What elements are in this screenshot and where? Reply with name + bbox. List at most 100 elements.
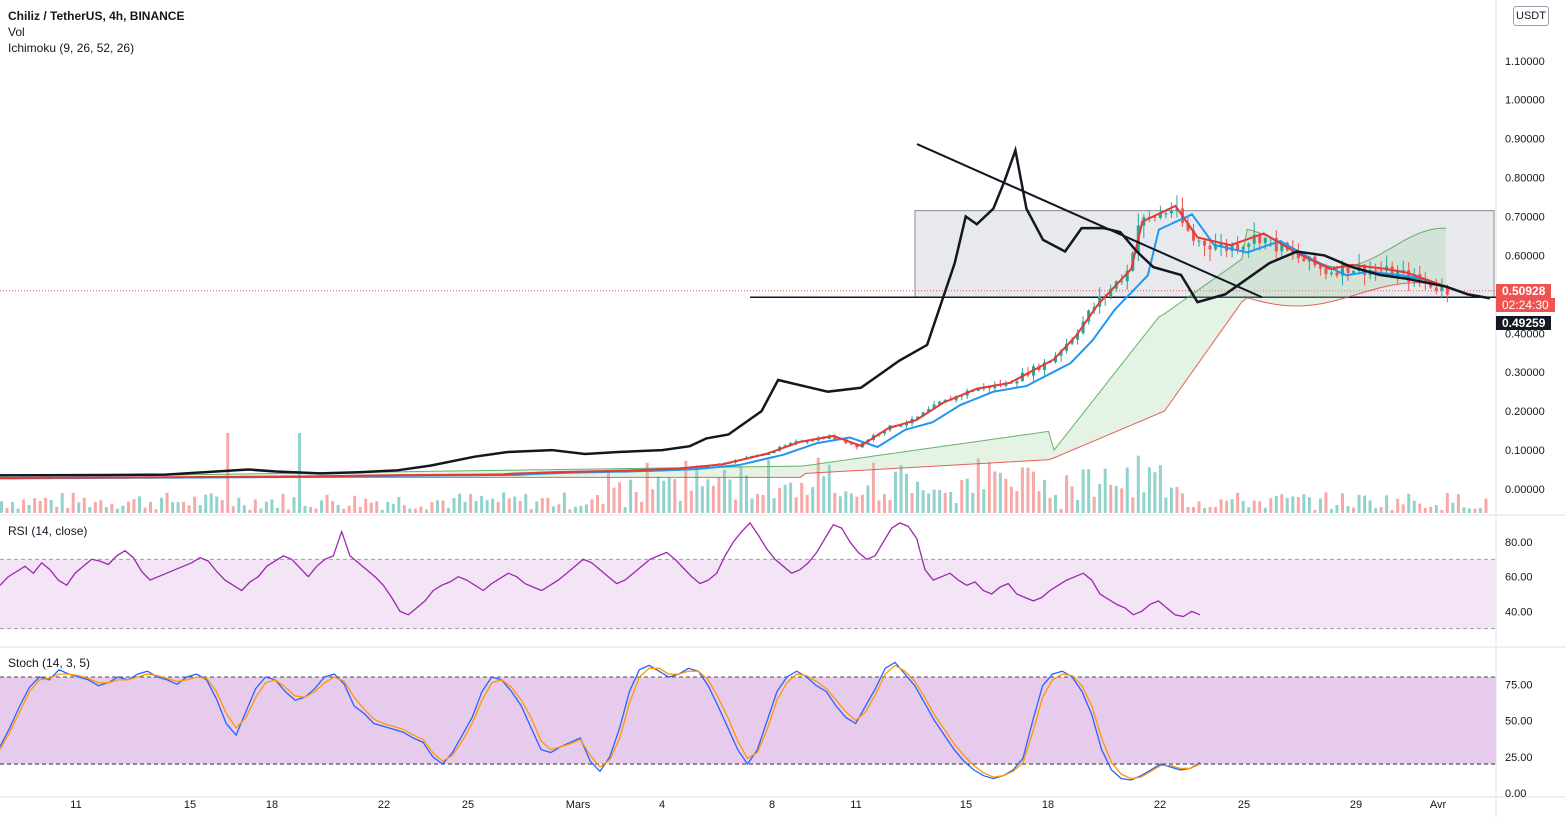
volume-bar [877,500,881,513]
candle-body [1434,287,1438,291]
volume-bar [469,494,473,513]
volume-bar [976,458,980,513]
candle-body [927,409,931,413]
volume-bar [750,498,754,513]
volume-bar [932,489,936,513]
rsi-legend[interactable]: RSI (14, close) [8,524,88,538]
volume-bar [474,501,478,513]
volume-bar [1346,506,1350,513]
volume-bar [800,482,804,513]
time-tick-label: Avr [1430,799,1447,811]
volume-bar [1109,484,1113,513]
level-price-tag: 0.49259 [1496,316,1552,330]
candle-body [1192,230,1195,241]
volume-bar [739,466,743,513]
volume-bar [894,471,897,513]
volume-bar [1225,500,1229,513]
volume-bar [733,499,737,513]
volume-bar [82,497,86,513]
volume-bar [491,498,495,513]
volume-bar [899,465,903,513]
volume-bar [1412,500,1416,513]
volume-bar [104,507,108,513]
volume-bar [397,497,401,513]
volume-bar [419,506,423,513]
volume-bar [551,506,555,513]
volume-bar [811,487,815,513]
volume-bar [546,497,550,513]
candle-body [1153,216,1157,218]
volume-bar [1114,486,1118,513]
volume-bar [1418,503,1422,513]
senkou-b-line [143,282,1446,478]
volume-bar [447,507,450,513]
volume-bar [198,505,202,513]
volume-bar [1357,494,1361,513]
volume-bar [689,490,693,513]
price-tick-label: 0.40000 [1505,328,1545,340]
volume-bar [1103,468,1107,513]
candle-body [1318,265,1322,269]
candle-body [1214,245,1218,250]
stoch-legend[interactable]: Stoch (14, 3, 5) [8,656,91,670]
volume-bar [573,506,577,513]
time-tick-label: 18 [1042,799,1054,811]
volume-bar [220,500,224,513]
volume-bar [838,496,842,513]
volume-bar [634,491,638,513]
candle-body [855,444,859,448]
volume-bar [607,471,611,513]
candle-body [1352,271,1356,273]
ichimoku-legend[interactable]: Ichimoku (9, 26, 52, 26) [8,41,135,55]
volume-bar [1434,505,1438,513]
currency-button[interactable]: USDT [1513,6,1549,26]
volume-bar [1186,507,1190,513]
candle-body [1230,244,1234,251]
rsi-line [0,521,1201,618]
candle-body [905,423,909,426]
volume-bar [1445,492,1449,513]
time-tick-label: 15 [960,799,972,811]
volume-bar [1197,501,1201,513]
volume-bar [1352,507,1356,513]
volume-bar [706,479,710,513]
candle-body [1379,270,1383,272]
volume-bar [1302,494,1306,513]
time-tick-label: 4 [659,799,665,811]
chikou-line [0,145,1491,477]
volume-bar [943,492,947,513]
volume-bar [1285,498,1289,513]
volume-bar [115,508,119,513]
volume-legend[interactable]: Vol [8,25,25,39]
stoch-tick-label: 25.00 [1505,752,1533,764]
candle-body [916,416,920,419]
candle-body [1390,266,1394,277]
volume-bar [502,492,506,513]
volume-bar [1467,508,1471,513]
volume-bar [1335,504,1339,513]
volume-bar [1313,509,1317,513]
volume-bar [452,498,456,513]
volume-bar [822,476,826,513]
volume-bar [596,495,599,513]
volume-bar [717,477,721,513]
rsi-tick-label: 80.00 [1505,537,1533,549]
candle-body [1186,222,1190,231]
volume-bar [1037,491,1041,513]
time-tick-label: 25 [462,799,474,811]
volume-bar [33,498,37,513]
rsi-band [0,559,1496,629]
volume-bar [375,501,379,513]
volume-bar [1236,492,1240,513]
candle-body [1241,246,1245,250]
volume-bar [369,502,373,513]
volume-bar [513,496,517,513]
volume-bar [601,503,605,513]
volume-bar [722,469,726,513]
volume-bar [11,502,15,513]
volume-bar [1462,507,1466,513]
volume-bar [767,459,771,513]
volume-bar [778,487,782,513]
time-tick-label: 22 [1154,799,1166,811]
